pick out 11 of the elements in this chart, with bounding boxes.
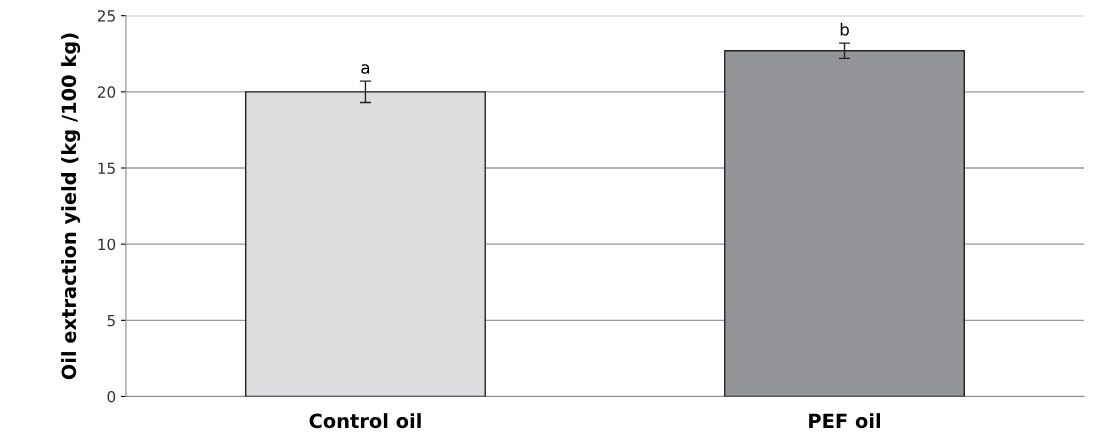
x-tick-label: PEF oil (809, 413, 881, 429)
y-axis-title: Oil extraction yield (kg /100 kg) (61, 33, 81, 380)
y-tick-label: 5 (107, 314, 115, 327)
annotation: b (840, 22, 849, 36)
y-tick-label: 10 (98, 238, 116, 251)
y-tick-label: 20 (97, 86, 116, 98)
y-tick-label: 25 (97, 10, 115, 22)
y-tick-label: 0 (107, 390, 116, 403)
y-tick-label: 15 (98, 162, 115, 175)
x-tick-label: Control oil (309, 413, 421, 429)
annotation: a (361, 64, 370, 74)
